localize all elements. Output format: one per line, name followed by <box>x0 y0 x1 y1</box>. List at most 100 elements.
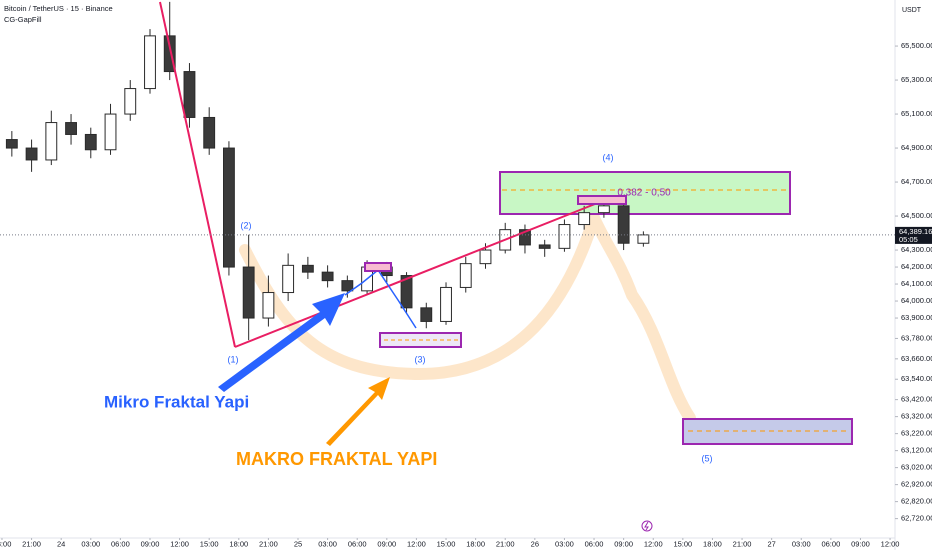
micro-top-box <box>364 262 392 272</box>
x-tick-label: 24 <box>57 539 65 548</box>
y-tick-label: 63,120.00 <box>901 446 932 455</box>
candle-body <box>242 266 255 319</box>
x-tick-label: 09:00 <box>851 539 870 548</box>
fib-zone <box>499 171 791 215</box>
x-tick-label: 15:00 <box>437 539 456 548</box>
chart-title: Bitcoin / TetherUS · 15 · Binance <box>4 4 113 13</box>
price-tag-countdown: 05:05 <box>899 235 918 244</box>
x-tick-label: 21:00 <box>496 539 515 548</box>
x-tick-label: 06:00 <box>585 539 604 548</box>
x-tick-label: 21:00 <box>733 539 752 548</box>
x-tick-label: 26 <box>531 539 539 548</box>
wave-label: (5) <box>702 453 713 463</box>
candle-body <box>538 244 551 249</box>
candle-body <box>420 307 433 322</box>
fib-label: 0,382 - 0,50 <box>617 188 671 199</box>
x-tick-label: 18:00 <box>466 539 485 548</box>
y-tick-label: 63,780.00 <box>901 333 932 342</box>
y-tick-label: 64,500.00 <box>901 211 932 220</box>
x-tick-label: 03:00 <box>81 539 100 548</box>
x-tick-label: 12:00 <box>881 539 900 548</box>
x-tick-label: 03:00 <box>318 539 337 548</box>
x-tick-label: 03:00 <box>555 539 574 548</box>
x-tick-label: 21:00 <box>259 539 278 548</box>
candle-body <box>25 147 38 161</box>
candle-body <box>597 205 610 214</box>
micro-arrow <box>218 293 345 392</box>
candle-body <box>301 264 314 273</box>
candle-body <box>183 71 196 118</box>
y-tick-label: 64,900.00 <box>901 143 932 152</box>
indicator-name: CG-GapFill <box>4 15 42 24</box>
y-tick-label: 63,420.00 <box>901 395 932 404</box>
x-tick-label: 03:00 <box>792 539 811 548</box>
x-tick-label: 06:00 <box>111 539 130 548</box>
candle-body <box>262 292 275 319</box>
y-tick-label: 64,700.00 <box>901 177 932 186</box>
y-tick-label: 63,540.00 <box>901 374 932 383</box>
y-tick-label: 65,500.00 <box>901 41 932 50</box>
candle-body <box>223 147 235 268</box>
x-tick-label: 09:00 <box>377 539 396 548</box>
event-icon-bolt <box>644 521 649 531</box>
y-tick-label: 65,100.00 <box>901 109 932 118</box>
x-tick-label: 09:00 <box>141 539 160 548</box>
candle-body <box>519 229 531 246</box>
candle-body <box>558 224 571 249</box>
candle-body <box>124 88 137 115</box>
y-tick-label: 64,100.00 <box>901 279 932 288</box>
candle-body <box>163 35 176 73</box>
x-tick-label: 06:00 <box>821 539 840 548</box>
candles <box>5 1 650 341</box>
y-tick-label: 64,000.00 <box>901 296 932 305</box>
y-tick-label: 63,020.00 <box>901 463 932 472</box>
candle-body <box>637 234 650 244</box>
event-icon[interactable] <box>641 520 653 532</box>
wave-label: (3) <box>415 354 426 364</box>
x-tick-label: 15:00 <box>200 539 219 548</box>
candle-body <box>104 113 117 151</box>
candle-body <box>5 139 18 149</box>
macro-arrow <box>326 377 390 446</box>
x-tick-label: 12:00 <box>407 539 426 548</box>
candle-body <box>84 133 97 151</box>
candle-body <box>440 286 452 322</box>
x-tick-label: 27 <box>767 539 775 548</box>
y-tick-label: 62,820.00 <box>901 497 932 506</box>
y-tick-label: 65,300.00 <box>901 75 932 84</box>
macro-curve <box>239 201 696 424</box>
y-tick-label: 63,900.00 <box>901 313 932 322</box>
wave-label: (1) <box>228 354 239 364</box>
y-tick-label: 63,320.00 <box>901 412 932 421</box>
x-tick-label: 09:00 <box>614 539 633 548</box>
x-tick-label: 12:00 <box>170 539 189 548</box>
candle-body <box>45 122 58 161</box>
plot <box>0 1 895 446</box>
x-tick-label: 18:00 <box>0 539 11 548</box>
y-tick-label: 62,720.00 <box>901 514 932 523</box>
candle-body <box>479 249 492 265</box>
y-tick-label: 62,920.00 <box>901 480 932 489</box>
price-tag <box>895 226 932 244</box>
candle-body <box>144 35 156 90</box>
candle-body <box>282 264 295 294</box>
y-tick-label: 63,220.00 <box>901 429 932 438</box>
candle-body <box>578 212 591 226</box>
x-tick-label: 21:00 <box>22 539 41 548</box>
y-tick-label: 64,200.00 <box>901 262 932 271</box>
candle-body <box>400 275 413 309</box>
candle-body <box>203 116 216 149</box>
candle-body <box>65 122 77 135</box>
top-box <box>577 195 627 205</box>
micro-label: Mikro Fraktal Yapi <box>104 392 249 411</box>
candle-body <box>321 271 334 282</box>
x-tick-label: 06:00 <box>348 539 367 548</box>
price-tag-label: 64,389.16 <box>899 227 932 236</box>
x-tick-label: 12:00 <box>644 539 663 548</box>
x-tick-label: 25 <box>294 539 302 548</box>
wave-label: (4) <box>603 152 614 162</box>
trend-line <box>159 1 236 348</box>
x-tick-label: 18:00 <box>703 539 722 548</box>
y-tick-label: 64,300.00 <box>901 245 932 254</box>
